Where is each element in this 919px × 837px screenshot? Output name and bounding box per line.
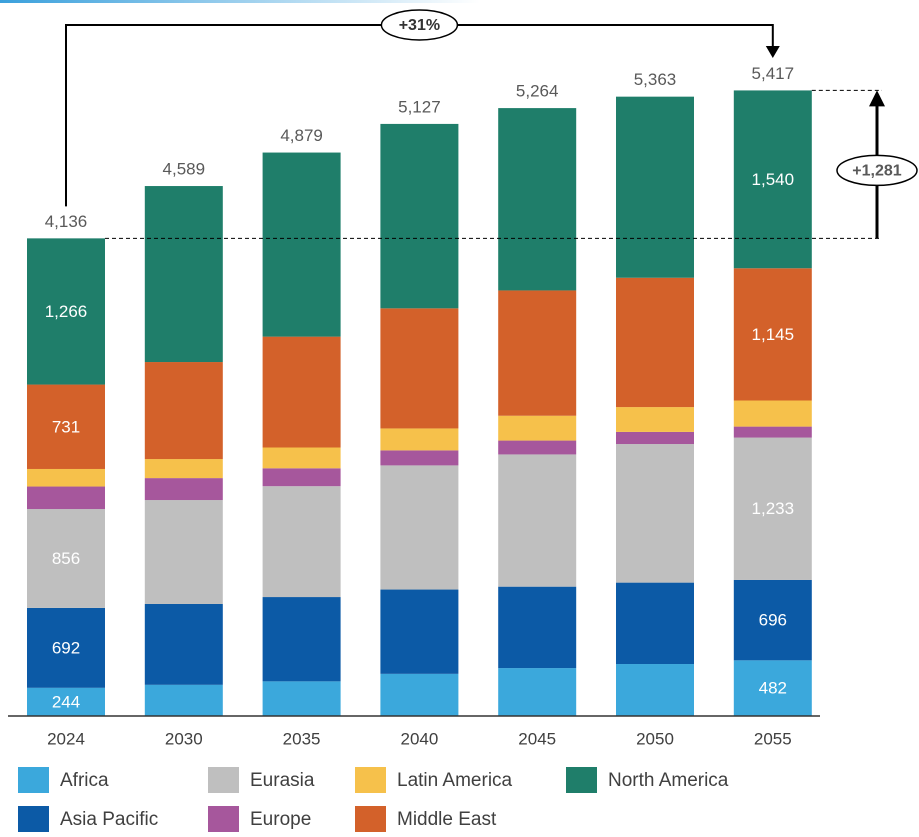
bar-segment — [498, 586, 577, 669]
bar-segment — [733, 579, 812, 661]
total-label: 5,264 — [516, 82, 559, 101]
arrowhead — [765, 46, 780, 58]
legend-swatch — [355, 767, 386, 793]
bar-segment — [380, 589, 459, 674]
data-label: 1,266 — [45, 302, 88, 321]
bar-segment — [27, 384, 105, 469]
x-tick-label: 2050 — [636, 729, 674, 748]
legend-label: Europe — [250, 809, 311, 830]
bar-segment — [27, 509, 105, 608]
x-tick-label: 2035 — [283, 729, 321, 748]
annotation: +1,281 — [852, 163, 901, 180]
bar-segment — [498, 454, 577, 587]
legend-swatch — [208, 806, 239, 832]
total-label: 5,417 — [752, 64, 795, 83]
bar-segment — [380, 123, 459, 309]
total-label: 4,136 — [45, 212, 88, 231]
total-label: 5,127 — [398, 97, 441, 116]
legend-swatch — [208, 767, 239, 793]
bar-segment — [144, 684, 223, 716]
bar-segment — [27, 238, 105, 385]
bar-segment — [498, 440, 577, 455]
total-label: 5,363 — [634, 70, 677, 89]
bar-segment — [262, 486, 341, 598]
data-label: 482 — [759, 679, 787, 698]
bar-segment — [616, 444, 694, 583]
legend-swatch — [18, 767, 49, 793]
legend-label: Africa — [60, 770, 109, 791]
bar-segment — [616, 407, 694, 432]
arrowhead — [869, 90, 885, 107]
bar-segment — [616, 664, 694, 716]
annotation-bubble — [380, 9, 459, 41]
total-label: 4,879 — [280, 126, 323, 145]
bar-segment — [262, 597, 341, 682]
data-label: 696 — [759, 611, 787, 630]
legend-swatch — [355, 806, 386, 832]
bar-segment — [27, 687, 105, 716]
bar-segment — [144, 459, 223, 479]
data-label: 244 — [52, 692, 80, 711]
annotation-bubble — [836, 154, 918, 187]
x-tick-label: 2055 — [754, 729, 792, 748]
data-label: 856 — [52, 549, 80, 568]
total-label: 4,589 — [163, 160, 206, 179]
legend-swatch — [566, 767, 597, 793]
x-tick-label: 2040 — [400, 729, 438, 748]
annotation: +31% — [399, 17, 440, 34]
bar-segment — [498, 108, 577, 291]
bar-segment — [380, 308, 459, 429]
bar-segment — [144, 186, 223, 363]
bar-segment — [498, 668, 577, 716]
bar-segment — [144, 478, 223, 501]
bar-segment — [616, 96, 694, 278]
bar-segment — [733, 426, 812, 438]
legend-label: Middle East — [397, 809, 497, 830]
bar-segment — [616, 582, 694, 665]
bar-segment — [27, 468, 105, 487]
bar-segment — [262, 152, 341, 337]
x-tick-label: 2045 — [518, 729, 556, 748]
legend-swatch — [18, 806, 49, 832]
data-label: 731 — [52, 417, 80, 436]
bar-segment — [262, 336, 341, 448]
bar-segment — [380, 450, 459, 466]
legend-label: Latin America — [397, 770, 513, 791]
x-tick-label: 2024 — [47, 729, 85, 748]
legend-label: Eurasia — [250, 770, 315, 791]
bar-segment — [144, 362, 223, 460]
bar-segment — [498, 415, 577, 441]
legend-label: Asia Pacific — [60, 809, 158, 830]
data-label: 1,540 — [752, 170, 795, 189]
bar-segment — [733, 400, 812, 427]
bar-segment — [380, 465, 459, 590]
bar-segment — [616, 277, 694, 408]
bar-segment — [498, 290, 577, 416]
x-tick-label: 2030 — [165, 729, 203, 748]
legend-label: North America — [608, 770, 729, 791]
bar-segment — [733, 437, 812, 580]
data-label: 1,145 — [752, 325, 795, 344]
bar-segment — [262, 681, 341, 716]
data-label: 692 — [52, 638, 80, 657]
bar-segment — [616, 431, 694, 445]
data-label: 1,233 — [752, 499, 795, 518]
bar-segment — [27, 486, 105, 510]
header-rule — [0, 0, 480, 3]
bar-segment — [144, 603, 223, 685]
bar-segment — [380, 428, 459, 451]
bar-segment — [262, 468, 341, 487]
bar-segment — [262, 447, 341, 469]
bar-segment — [733, 660, 812, 716]
bar-segment — [144, 500, 223, 604]
bar-segment — [27, 607, 105, 688]
bar-segment — [733, 268, 812, 401]
bar-segment — [380, 673, 459, 716]
